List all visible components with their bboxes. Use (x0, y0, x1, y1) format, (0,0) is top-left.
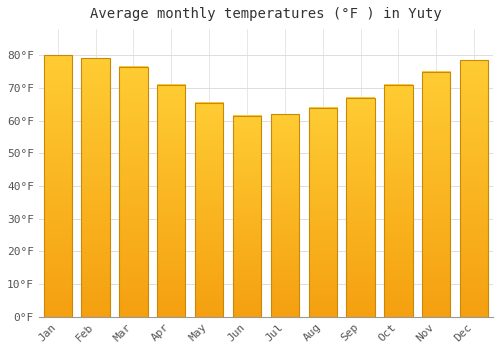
Bar (422, 71, 450, 317)
Bar (346, 98, 375, 317)
Bar (460, 60, 488, 317)
Bar (119, 66, 148, 317)
Bar (308, 107, 337, 317)
Bar (82, 58, 110, 317)
Bar (270, 114, 299, 317)
Title: Average monthly temperatures (°F ) in Yuty: Average monthly temperatures (°F ) in Yu… (90, 7, 442, 21)
Bar (384, 85, 412, 317)
Bar (195, 103, 224, 317)
Bar (44, 55, 72, 317)
Bar (157, 85, 186, 317)
Bar (233, 116, 261, 317)
